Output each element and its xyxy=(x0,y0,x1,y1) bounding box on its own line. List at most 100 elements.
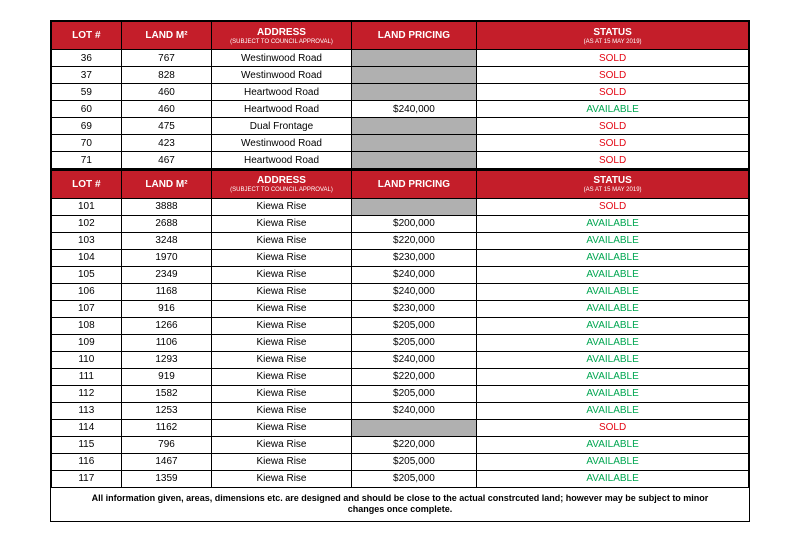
table-row: 111919Kiewa Rise$220,000AVAILABLE xyxy=(52,368,749,385)
col-header-address-sub: (SUBJECT TO COUNCIL APPROVAL) xyxy=(218,187,344,193)
cell-lot: 70 xyxy=(52,135,122,152)
cell-lot: 116 xyxy=(52,453,122,470)
cell-land: 1266 xyxy=(121,317,212,334)
cell-pricing xyxy=(351,118,476,135)
cell-pricing xyxy=(351,50,476,67)
table-row: 1101293Kiewa Rise$240,000AVAILABLE xyxy=(52,351,749,368)
lot-table-2: LOT # LAND M² ADDRESS (SUBJECT TO COUNCI… xyxy=(51,169,749,521)
cell-status: AVAILABLE xyxy=(477,334,749,351)
cell-address: Heartwood Road xyxy=(212,152,351,169)
cell-status: AVAILABLE xyxy=(477,317,749,334)
cell-address: Westinwood Road xyxy=(212,67,351,84)
table-1-header: LOT # LAND M² ADDRESS (SUBJECT TO COUNCI… xyxy=(52,22,749,50)
table-row: 115796Kiewa Rise$220,000AVAILABLE xyxy=(52,436,749,453)
cell-pricing xyxy=(351,152,476,169)
cell-status: AVAILABLE xyxy=(477,385,749,402)
cell-lot: 105 xyxy=(52,266,122,283)
cell-pricing: $240,000 xyxy=(351,101,476,118)
table-row: 1161467Kiewa Rise$205,000AVAILABLE xyxy=(52,453,749,470)
cell-lot: 110 xyxy=(52,351,122,368)
cell-address: Kiewa Rise xyxy=(212,385,351,402)
cell-status: AVAILABLE xyxy=(477,283,749,300)
table-row: 1033248Kiewa Rise$220,000AVAILABLE xyxy=(52,232,749,249)
cell-pricing: $200,000 xyxy=(351,215,476,232)
cell-pricing: $220,000 xyxy=(351,368,476,385)
cell-pricing xyxy=(351,67,476,84)
col-header-status-main: STATUS xyxy=(593,175,632,186)
cell-address: Kiewa Rise xyxy=(212,436,351,453)
cell-land: 423 xyxy=(121,135,212,152)
cell-status: AVAILABLE xyxy=(477,300,749,317)
cell-lot: 60 xyxy=(52,101,122,118)
cell-pricing xyxy=(351,135,476,152)
col-header-status: STATUS (AS AT 15 MAY 2019) xyxy=(477,22,749,50)
col-header-land: LAND M² xyxy=(121,22,212,50)
cell-lot: 117 xyxy=(52,470,122,487)
table-row: 71467Heartwood RoadSOLD xyxy=(52,152,749,169)
col-header-land: LAND M² xyxy=(121,170,212,198)
table-row: 1013888Kiewa RiseSOLD xyxy=(52,198,749,215)
col-header-pricing: LAND PRICING xyxy=(351,22,476,50)
cell-land: 3248 xyxy=(121,232,212,249)
cell-lot: 71 xyxy=(52,152,122,169)
cell-lot: 115 xyxy=(52,436,122,453)
cell-lot: 107 xyxy=(52,300,122,317)
cell-status: SOLD xyxy=(477,118,749,135)
cell-lot: 108 xyxy=(52,317,122,334)
cell-land: 919 xyxy=(121,368,212,385)
cell-land: 460 xyxy=(121,84,212,101)
col-header-address-sub: (SUBJECT TO COUNCIL APPROVAL) xyxy=(218,39,344,45)
cell-land: 916 xyxy=(121,300,212,317)
cell-lot: 36 xyxy=(52,50,122,67)
cell-lot: 112 xyxy=(52,385,122,402)
cell-lot: 104 xyxy=(52,249,122,266)
col-header-status: STATUS (AS AT 15 MAY 2019) xyxy=(477,170,749,198)
cell-status: SOLD xyxy=(477,67,749,84)
cell-address: Kiewa Rise xyxy=(212,453,351,470)
cell-lot: 113 xyxy=(52,402,122,419)
cell-land: 1582 xyxy=(121,385,212,402)
table-2-header: LOT # LAND M² ADDRESS (SUBJECT TO COUNCI… xyxy=(52,170,749,198)
table-row: 37828Westinwood RoadSOLD xyxy=(52,67,749,84)
cell-land: 460 xyxy=(121,101,212,118)
lot-tables-container: LOT # LAND M² ADDRESS (SUBJECT TO COUNCI… xyxy=(50,20,750,522)
cell-address: Kiewa Rise xyxy=(212,249,351,266)
cell-status: AVAILABLE xyxy=(477,249,749,266)
cell-address: Heartwood Road xyxy=(212,101,351,118)
cell-status: SOLD xyxy=(477,419,749,436)
cell-address: Westinwood Road xyxy=(212,135,351,152)
cell-land: 1106 xyxy=(121,334,212,351)
cell-pricing xyxy=(351,84,476,101)
cell-pricing: $220,000 xyxy=(351,232,476,249)
cell-pricing: $230,000 xyxy=(351,249,476,266)
cell-lot: 106 xyxy=(52,283,122,300)
cell-address: Dual Frontage xyxy=(212,118,351,135)
table-row: 1052349Kiewa Rise$240,000AVAILABLE xyxy=(52,266,749,283)
cell-address: Kiewa Rise xyxy=(212,334,351,351)
cell-status: AVAILABLE xyxy=(477,368,749,385)
cell-pricing: $220,000 xyxy=(351,436,476,453)
table-row: 1041970Kiewa Rise$230,000AVAILABLE xyxy=(52,249,749,266)
cell-land: 1467 xyxy=(121,453,212,470)
cell-pricing: $205,000 xyxy=(351,385,476,402)
cell-land: 828 xyxy=(121,67,212,84)
col-header-address-main: ADDRESS xyxy=(257,175,306,186)
cell-land: 1162 xyxy=(121,419,212,436)
cell-pricing: $240,000 xyxy=(351,351,476,368)
cell-land: 1253 xyxy=(121,402,212,419)
cell-pricing: $230,000 xyxy=(351,300,476,317)
cell-pricing: $240,000 xyxy=(351,402,476,419)
cell-pricing: $205,000 xyxy=(351,334,476,351)
cell-status: AVAILABLE xyxy=(477,232,749,249)
table-1-body: 36767Westinwood RoadSOLD37828Westinwood … xyxy=(52,50,749,169)
table-row: 1171359Kiewa Rise$205,000AVAILABLE xyxy=(52,470,749,487)
cell-land: 2688 xyxy=(121,215,212,232)
col-header-pricing: LAND PRICING xyxy=(351,170,476,198)
cell-status: SOLD xyxy=(477,50,749,67)
cell-land: 475 xyxy=(121,118,212,135)
table-row: 1091106Kiewa Rise$205,000AVAILABLE xyxy=(52,334,749,351)
cell-status: SOLD xyxy=(477,84,749,101)
col-header-lot: LOT # xyxy=(52,22,122,50)
cell-address: Heartwood Road xyxy=(212,84,351,101)
cell-address: Westinwood Road xyxy=(212,50,351,67)
